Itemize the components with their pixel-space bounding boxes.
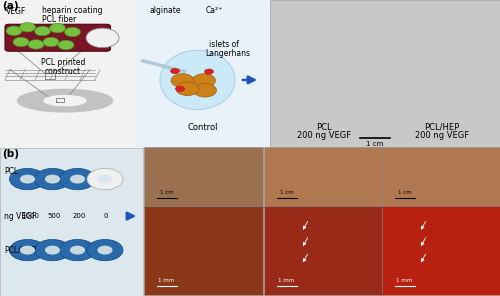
Circle shape: [20, 246, 35, 255]
Circle shape: [50, 23, 66, 33]
Text: islets of: islets of: [209, 40, 239, 49]
Text: alginate: alginate: [150, 6, 182, 15]
Circle shape: [10, 239, 46, 261]
Text: PCL/HEP: PCL/HEP: [4, 246, 36, 255]
Text: 200: 200: [72, 213, 86, 219]
Text: 1 cm: 1 cm: [160, 190, 173, 195]
Circle shape: [194, 83, 216, 97]
Text: 1 cm: 1 cm: [366, 141, 384, 147]
Circle shape: [98, 246, 112, 255]
FancyBboxPatch shape: [144, 206, 263, 295]
Circle shape: [60, 239, 96, 261]
Circle shape: [20, 175, 35, 184]
Circle shape: [176, 82, 199, 96]
Circle shape: [170, 68, 179, 74]
Circle shape: [58, 40, 74, 50]
Text: PCL printed: PCL printed: [41, 58, 86, 67]
Text: Control: Control: [188, 123, 218, 132]
Text: Langerhans: Langerhans: [205, 49, 250, 58]
Circle shape: [70, 175, 85, 184]
Text: construct: construct: [45, 67, 81, 75]
Text: (b): (b): [2, 149, 19, 159]
FancyBboxPatch shape: [382, 147, 500, 206]
Circle shape: [60, 168, 96, 190]
Text: VEGF: VEGF: [6, 7, 26, 16]
Text: 200 ng VEGF: 200 ng VEGF: [297, 131, 351, 140]
Text: PCL: PCL: [4, 167, 18, 176]
Circle shape: [34, 239, 70, 261]
Circle shape: [45, 246, 60, 255]
Circle shape: [10, 168, 46, 190]
Text: 1 mm: 1 mm: [396, 278, 412, 283]
Circle shape: [28, 40, 44, 49]
FancyBboxPatch shape: [0, 148, 142, 296]
Circle shape: [20, 22, 36, 32]
Circle shape: [176, 86, 184, 91]
Text: 1 mm: 1 mm: [278, 278, 294, 283]
Text: heparin coating: heparin coating: [42, 6, 103, 15]
Text: Ca²⁺: Ca²⁺: [206, 6, 223, 15]
Text: 200 ng VEGF: 200 ng VEGF: [415, 131, 469, 140]
FancyBboxPatch shape: [264, 147, 383, 206]
FancyBboxPatch shape: [135, 0, 270, 148]
Circle shape: [204, 69, 214, 74]
Circle shape: [181, 78, 204, 91]
FancyBboxPatch shape: [144, 147, 263, 206]
Circle shape: [87, 168, 123, 190]
Text: 1000: 1000: [21, 213, 39, 219]
FancyBboxPatch shape: [382, 206, 500, 295]
Circle shape: [98, 175, 112, 184]
FancyBboxPatch shape: [5, 24, 110, 51]
Text: 1 cm: 1 cm: [398, 190, 411, 195]
Circle shape: [34, 26, 50, 36]
Circle shape: [192, 74, 216, 87]
Circle shape: [34, 168, 70, 190]
Polygon shape: [44, 96, 86, 106]
Text: 500: 500: [48, 213, 60, 219]
FancyBboxPatch shape: [0, 0, 135, 148]
Circle shape: [171, 74, 194, 87]
Text: ng VEGF: ng VEGF: [4, 212, 36, 221]
Text: 0: 0: [104, 213, 108, 219]
Text: (a): (a): [2, 1, 18, 11]
Circle shape: [6, 26, 22, 36]
Circle shape: [13, 37, 29, 47]
Circle shape: [64, 27, 80, 37]
Polygon shape: [160, 50, 235, 110]
Text: PCL: PCL: [316, 123, 332, 132]
Text: 1 cm: 1 cm: [280, 190, 293, 195]
Circle shape: [86, 28, 119, 48]
Text: PCL fiber: PCL fiber: [42, 15, 77, 24]
FancyBboxPatch shape: [270, 0, 500, 148]
Text: 1 mm: 1 mm: [158, 278, 174, 283]
Polygon shape: [18, 89, 112, 112]
Circle shape: [70, 246, 85, 255]
FancyBboxPatch shape: [264, 206, 383, 295]
Circle shape: [87, 239, 123, 261]
Circle shape: [43, 37, 59, 47]
Circle shape: [45, 175, 60, 184]
Text: PCL/HEP: PCL/HEP: [424, 123, 460, 132]
